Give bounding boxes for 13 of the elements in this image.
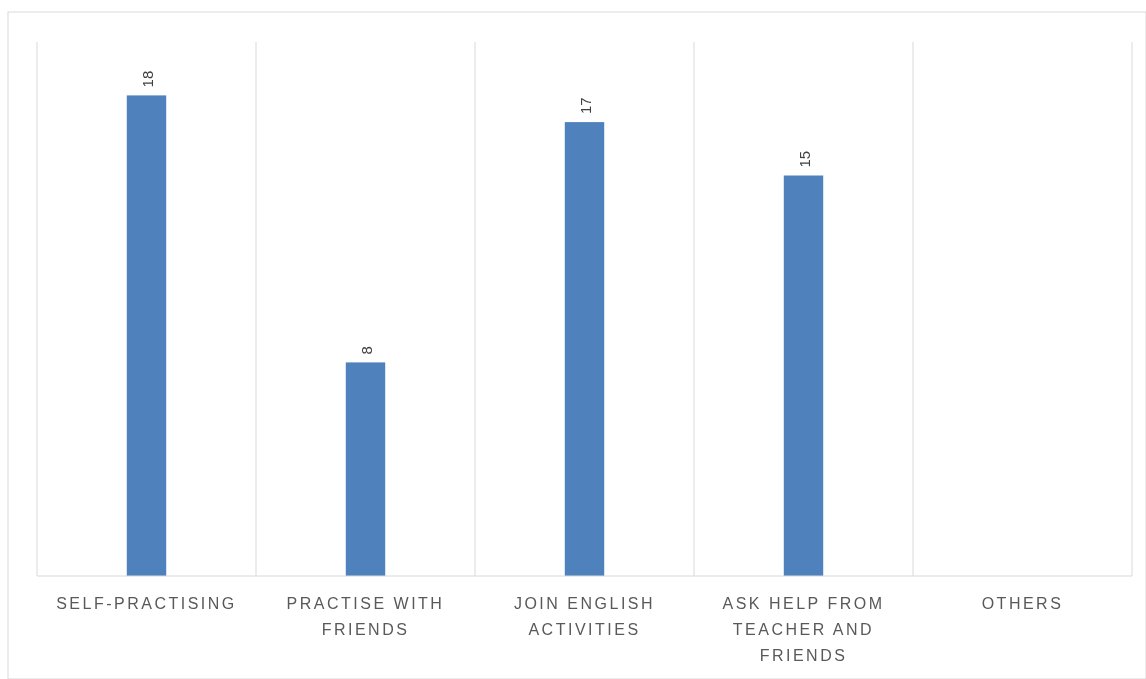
data-label: 17 bbox=[576, 97, 594, 115]
bar bbox=[126, 95, 167, 576]
data-label: 8 bbox=[357, 346, 375, 355]
x-tick-label: PRACTISE WITH FRIENDS bbox=[286, 595, 445, 638]
data-label: 15 bbox=[795, 150, 813, 168]
data-label: 18 bbox=[138, 70, 156, 88]
x-tick-label: OTHERS bbox=[981, 595, 1064, 612]
x-tick-label: SELF-PRACTISING bbox=[56, 595, 237, 612]
x-tick-label: JOIN ENGLISH ACTIVITIES bbox=[513, 595, 656, 638]
bar bbox=[345, 362, 386, 576]
bar bbox=[783, 175, 824, 576]
x-tick-label: ASK HELP FROM TEACHER AND FRIENDS bbox=[722, 595, 885, 664]
bar bbox=[564, 122, 605, 576]
